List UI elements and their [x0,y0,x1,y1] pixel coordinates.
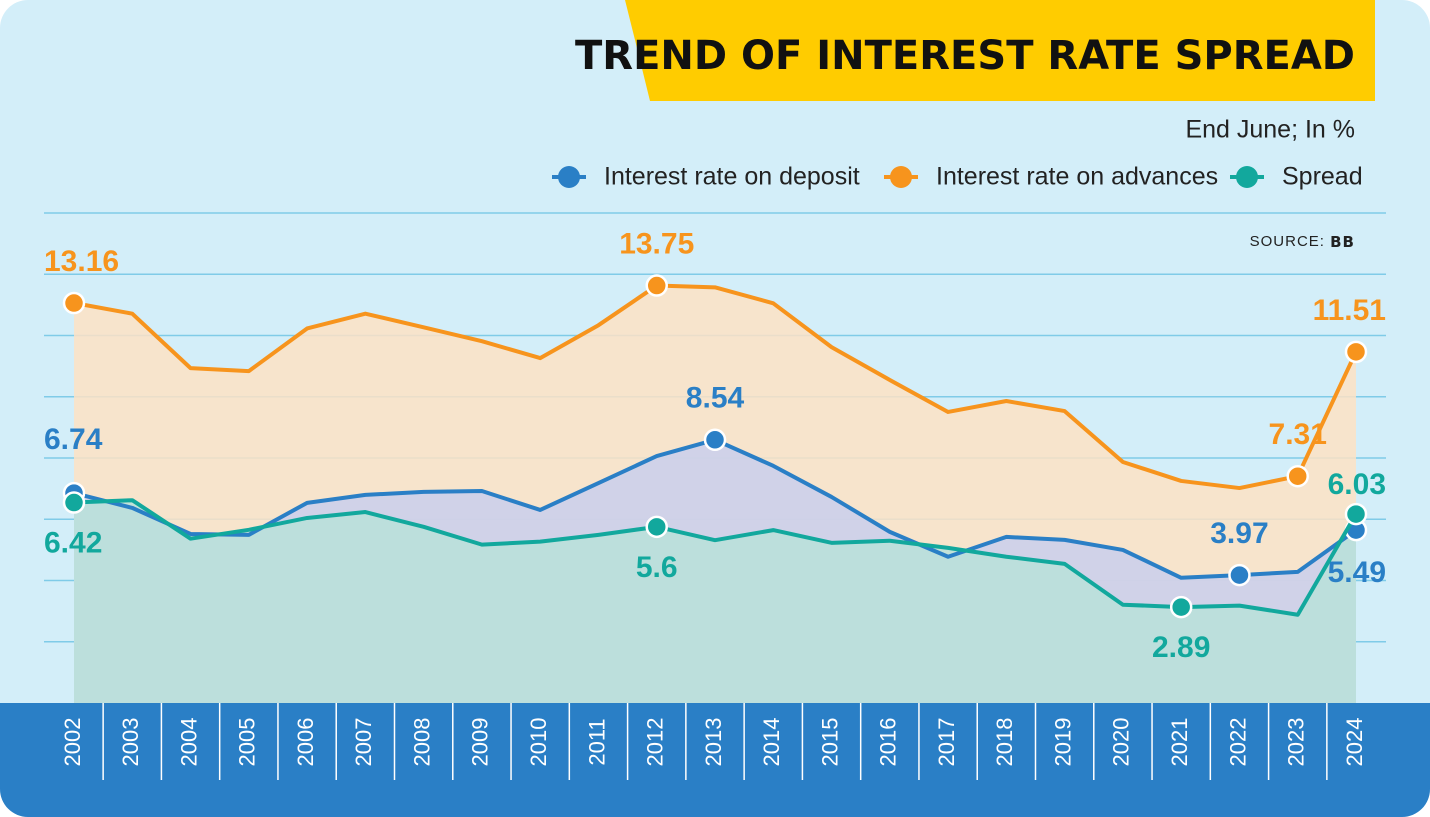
value-label: 13.16 [44,245,119,278]
legend-label: Interest rate on deposit [604,163,860,191]
source-label: SOURCE: [1250,233,1325,250]
chart-title: TREND OF INTEREST RATE SPREAD [575,33,1355,79]
area [74,500,1356,703]
x-tick-label: 2016 [876,718,901,767]
x-tick-label: 2022 [1225,718,1250,767]
point [703,428,727,452]
x-axis: 2002 2003 2004 2005 2006 2007 2008 2009 2010 2011… [60,703,1367,780]
x-tick-label: 2002 [60,718,85,767]
x-tick-label: 2018 [992,718,1017,767]
x-tick-label: 2003 [118,718,143,767]
x-tick-label: 2008 [409,718,434,767]
legend-label: Spread [1282,163,1363,191]
point [62,291,86,315]
point [645,274,668,297]
plot: 13.16 13.75 7.31 11.51 6.74 8.54 3.97 5.49 6.42 5… [44,227,1386,703]
legend-label: Interest rate on advances [936,163,1218,191]
x-tick-label: 2006 [293,718,318,767]
point [645,515,668,539]
value-label: 6.42 [44,526,102,559]
x-tick-label: 2014 [759,718,784,767]
value-label: 6.74 [44,423,103,456]
legend: Interest rate on deposit Interest rate on… [552,163,1363,191]
value-label: 5.6 [636,551,678,584]
x-tick-label: 2007 [351,718,376,767]
line [73,498,1358,617]
x-tick-label: 2011 [584,718,609,765]
value-label: 3.97 [1210,517,1268,550]
point [62,491,86,514]
x-tick-label: 2017 [934,718,959,767]
x-tick-label: 2005 [235,718,260,767]
x-axis-band [0,703,1430,817]
value-label: 2.89 [1152,631,1210,664]
value-label: 11.51 [1313,294,1386,327]
source: SOURCE: BB [1250,233,1355,251]
x-tick-label: 2009 [468,718,493,767]
x-tick-label: 2019 [1050,718,1075,767]
title-banner [625,0,1375,101]
legend-marker [558,166,580,188]
x-tick-label: 2021 [1167,718,1192,767]
x-tick-label: 2010 [526,718,551,767]
x-tick-label: 2023 [1284,718,1309,767]
x-tick-label: 2015 [817,718,842,767]
point [1286,464,1309,488]
source-name: BB [1330,233,1355,251]
point [1228,563,1251,587]
x-tick-label: 2020 [1109,718,1134,767]
legend-marker [890,166,912,188]
legend-marker [1236,166,1258,188]
value-label: 13.75 [619,227,694,260]
x-tick-label: 2013 [701,718,726,767]
x-tick-label: 2024 [1342,718,1367,767]
line [73,283,1358,491]
x-tick-label: 2012 [643,718,668,767]
value-label: 8.54 [686,382,745,415]
value-label: 7.31 [1269,418,1327,451]
value-label: 5.49 [1328,556,1386,589]
subtitle: End June; In % [1185,116,1355,144]
point [1344,502,1368,526]
x-tick-label: 2004 [176,718,201,767]
point [1344,340,1368,364]
value-label: 6.03 [1328,468,1386,501]
point [1169,595,1193,619]
